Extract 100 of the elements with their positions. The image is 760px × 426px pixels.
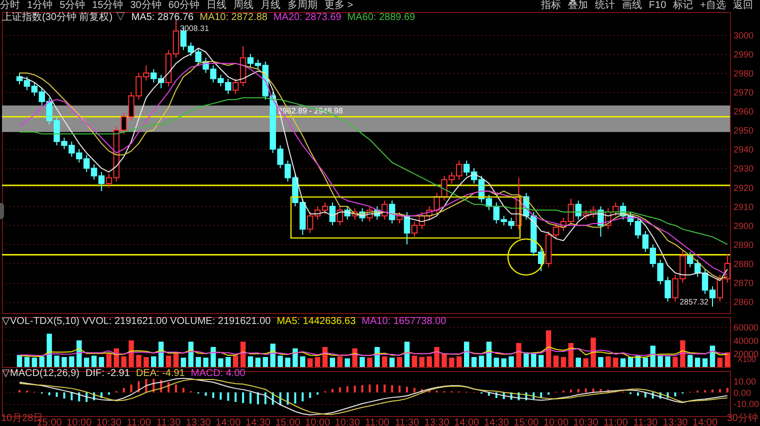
bar <box>248 356 254 367</box>
text: MA60: 2889.69 <box>347 12 416 23</box>
bar <box>546 330 552 367</box>
y-tick-label: 2920 <box>734 182 754 193</box>
bar <box>404 342 410 367</box>
bar <box>374 347 380 367</box>
text: MA10: 2872.88 <box>200 12 268 23</box>
bar <box>338 387 341 392</box>
bar <box>494 358 500 367</box>
bar <box>352 348 358 367</box>
bar <box>710 346 716 367</box>
bar <box>658 355 663 367</box>
bar <box>240 342 246 367</box>
bar <box>180 358 186 367</box>
text: 30分钟 <box>130 0 162 11</box>
text: MA20: 2873.69 <box>273 12 342 23</box>
bar <box>286 392 289 405</box>
bar <box>718 389 721 392</box>
bar <box>278 356 283 367</box>
y-tick-label: 60000 <box>734 322 759 332</box>
text: 周线 <box>234 0 254 11</box>
bar <box>62 357 67 367</box>
bar <box>98 357 104 367</box>
bar <box>63 392 66 399</box>
bar <box>106 354 112 367</box>
bar <box>302 392 304 402</box>
bar <box>434 347 440 367</box>
text: 叠加 <box>568 0 588 11</box>
bar <box>128 340 134 367</box>
bar <box>726 388 728 392</box>
bar <box>398 386 401 392</box>
bar <box>426 356 432 367</box>
y-tick-label: 40000 <box>734 336 759 346</box>
bar <box>456 356 462 367</box>
y-tick-label: 2970 <box>734 88 754 98</box>
bar <box>419 357 424 367</box>
bar <box>84 358 90 367</box>
bar <box>308 358 313 367</box>
bar <box>524 352 529 367</box>
bar <box>636 392 639 396</box>
text: 15分钟 <box>92 0 124 11</box>
bar <box>130 384 132 392</box>
bar <box>24 357 30 367</box>
bar <box>270 344 276 367</box>
bar <box>598 357 604 367</box>
bar <box>203 358 208 367</box>
text: 60分钟 <box>168 0 200 11</box>
annotation: 30分钟 <box>726 413 758 424</box>
bar <box>540 392 542 398</box>
text: 1分钟 <box>27 0 53 11</box>
bar <box>331 389 334 392</box>
bar <box>665 356 670 367</box>
text: 日线 <box>206 0 226 11</box>
bar <box>262 357 268 367</box>
line-series <box>19 97 728 245</box>
bar <box>212 392 214 398</box>
bar <box>577 389 580 392</box>
bar <box>389 358 395 367</box>
x-tick-label: 15:00 <box>275 418 301 426</box>
x-tick-label: 13:30 <box>662 418 688 426</box>
bar <box>628 357 634 367</box>
candlestick <box>336 206 344 226</box>
x-tick-label: 14:00 <box>454 418 480 426</box>
y-tick-label: 2940 <box>734 144 754 155</box>
bar <box>144 357 149 367</box>
x-tick-label: 14:30 <box>484 418 510 426</box>
bar <box>173 354 179 367</box>
bar <box>285 358 290 367</box>
bar <box>300 356 306 367</box>
y-tick-label: 10.00 <box>734 376 756 387</box>
bar <box>478 356 484 367</box>
bar <box>337 356 343 367</box>
y-tick-label: 2990 <box>734 49 754 60</box>
bar <box>294 392 296 404</box>
bar <box>406 386 408 392</box>
bar <box>309 392 312 398</box>
bar <box>553 356 559 367</box>
text: 指标 <box>540 0 561 11</box>
text: MA5: 2876.76 <box>131 12 194 23</box>
bar <box>412 356 418 367</box>
bar <box>449 358 454 367</box>
bar <box>384 384 386 392</box>
text: MA5: 1442636.63 <box>276 316 356 327</box>
x-tick-label: 10:30 <box>334 418 360 426</box>
bar <box>220 392 222 400</box>
bar <box>711 390 714 392</box>
text: MA10: 1657738.00 <box>362 316 446 327</box>
bar <box>121 356 126 367</box>
bar <box>368 384 371 392</box>
series-label: DIF: -2.91 <box>85 368 130 379</box>
x-tick-label: 15:00 <box>514 418 540 426</box>
bar <box>136 355 142 367</box>
bar <box>232 356 238 367</box>
bar <box>674 392 676 396</box>
bar <box>70 392 73 400</box>
bar <box>227 392 230 401</box>
text: F10 <box>648 0 666 11</box>
bar <box>620 358 626 367</box>
bar <box>166 356 172 367</box>
x-tick-label: 10:00 <box>305 418 331 426</box>
